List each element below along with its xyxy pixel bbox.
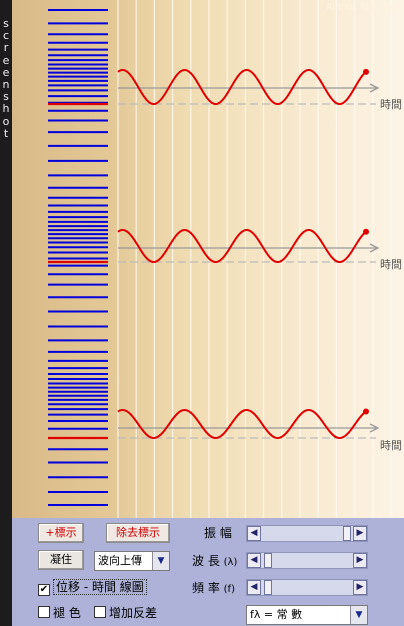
checkbox-unchecked-icon[interactable] bbox=[94, 606, 106, 618]
wavelength-slider-thumb[interactable] bbox=[264, 553, 272, 568]
time-axis-label: 時間 bbox=[380, 258, 402, 271]
author-credit: Author: C.K. Ng bbox=[325, 2, 396, 13]
chevron-left-icon[interactable]: ◀ bbox=[247, 526, 261, 541]
wavelength-label: 波 長 (λ) bbox=[192, 554, 238, 568]
current-point-marker bbox=[363, 68, 369, 75]
frequency-slider-thumb[interactable] bbox=[264, 580, 272, 595]
vertical-gridlines bbox=[117, 0, 392, 518]
displacement-wave bbox=[117, 229, 367, 263]
current-point-marker bbox=[363, 228, 369, 235]
displacement-time-graphs bbox=[117, 68, 380, 439]
control-panel: +標示 除去標示 凝住 波向上傳 ▼ ✔ 位移 - 時間 線圖 褪 色 增加反差 … bbox=[12, 518, 404, 626]
chevron-left-icon[interactable]: ◀ bbox=[247, 553, 261, 568]
add-mark-button[interactable]: +標示 bbox=[38, 523, 84, 543]
chevron-down-icon[interactable]: ▼ bbox=[152, 552, 169, 570]
simulation-area[interactable]: Author: C.K. Ng 時間 時間 時間 bbox=[12, 0, 404, 518]
medium-lines bbox=[48, 9, 108, 507]
add-antiphase-checkbox[interactable]: 增加反差 bbox=[94, 605, 157, 621]
displacement-time-label: 位移 - 時間 線圖 bbox=[53, 579, 147, 595]
add-antiphase-label: 增加反差 bbox=[109, 606, 158, 620]
time-axis-label: 時間 bbox=[380, 439, 402, 452]
time-axis-label: 時間 bbox=[380, 98, 402, 111]
displacement-wave bbox=[117, 409, 367, 439]
time-axis-arrow bbox=[369, 243, 380, 253]
checkbox-unchecked-icon[interactable] bbox=[38, 606, 50, 618]
freeze-button[interactable]: 凝住 bbox=[38, 550, 84, 570]
direction-select-value: 波向上傳 bbox=[98, 554, 142, 567]
time-axis-arrow bbox=[369, 423, 380, 433]
fade-checkbox[interactable]: 褪 色 bbox=[38, 605, 81, 621]
chevron-left-icon[interactable]: ◀ bbox=[247, 580, 261, 595]
simulation-canvas bbox=[12, 0, 404, 518]
current-point-marker bbox=[363, 408, 369, 415]
displacement-wave bbox=[117, 69, 367, 105]
frequency-label: 頻 率 (f) bbox=[192, 581, 235, 595]
time-axis-arrow bbox=[369, 83, 380, 93]
chevron-right-icon[interactable]: ▶ bbox=[353, 553, 367, 568]
direction-select[interactable]: 波向上傳 ▼ bbox=[94, 551, 170, 571]
chevron-down-icon[interactable]: ▼ bbox=[350, 606, 367, 624]
flambda-select[interactable]: fλ = 常 數 ▼ bbox=[246, 605, 368, 625]
checkbox-checked-icon[interactable]: ✔ bbox=[38, 584, 50, 596]
displacement-time-checkbox[interactable]: ✔ 位移 - 時間 線圖 bbox=[38, 579, 147, 596]
wavelength-slider[interactable]: ◀ ▶ bbox=[246, 552, 368, 569]
amplitude-slider[interactable]: ◀ ▶ bbox=[246, 525, 368, 542]
chevron-right-icon[interactable]: ▶ bbox=[353, 526, 367, 541]
remove-mark-button[interactable]: 除去標示 bbox=[106, 523, 170, 543]
flambda-select-value: fλ = 常 數 bbox=[250, 608, 303, 621]
frequency-slider[interactable]: ◀ ▶ bbox=[246, 579, 368, 596]
amplitude-label: 振 幅 bbox=[204, 526, 232, 540]
amplitude-slider-thumb[interactable] bbox=[343, 526, 351, 541]
fade-label: 褪 色 bbox=[53, 606, 81, 620]
chevron-right-icon[interactable]: ▶ bbox=[353, 580, 367, 595]
